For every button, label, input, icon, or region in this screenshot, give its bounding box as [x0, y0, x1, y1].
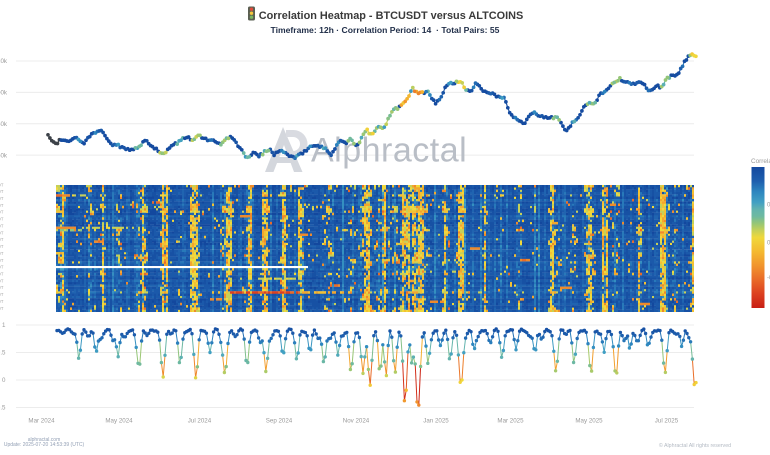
svg-text:0: 0 [2, 377, 6, 384]
svg-text:Sep 2024: Sep 2024 [266, 418, 293, 425]
svg-text:0.5: 0.5 [767, 203, 770, 209]
svg-text:Alphractal: Alphractal [311, 132, 467, 170]
svg-text:USDT: USDT [0, 182, 4, 187]
svg-text:USDT: USDT [0, 223, 4, 228]
svg-text:-0.5: -0.5 [0, 405, 6, 412]
svg-text:USDT: USDT [0, 258, 4, 263]
svg-text:0.5: 0.5 [0, 350, 6, 357]
svg-text:120k: 120k [0, 58, 8, 65]
svg-text:USDT: USDT [0, 230, 4, 235]
svg-text:0: 0 [767, 241, 770, 247]
svg-text:USDT: USDT [0, 299, 4, 304]
svg-text:USDT: USDT [0, 203, 4, 208]
svg-text:Mar 2025: Mar 2025 [497, 418, 524, 425]
svg-text:May 2025: May 2025 [575, 418, 603, 425]
svg-text:USDT: USDT [0, 251, 4, 256]
svg-text:Jan 2025: Jan 2025 [423, 418, 449, 425]
svg-text:Jul 2024: Jul 2024 [188, 418, 212, 425]
svg-text:-0.5: -0.5 [767, 276, 770, 282]
svg-text:1: 1 [2, 322, 6, 329]
svg-text:USDT: USDT [0, 244, 4, 249]
svg-text:USDT: USDT [0, 237, 4, 242]
svg-text:USDT: USDT [0, 217, 4, 222]
svg-text:60k: 60k [0, 152, 8, 159]
svg-text:USDT: USDT [0, 285, 4, 290]
svg-text:Jul 2025: Jul 2025 [655, 418, 679, 425]
svg-text:USDT: USDT [0, 196, 4, 201]
svg-text:USDT: USDT [0, 271, 4, 276]
svg-text:USDT: USDT [0, 189, 4, 194]
svg-text:May 2024: May 2024 [105, 418, 133, 425]
svg-text:Mar 2024: Mar 2024 [28, 418, 55, 425]
svg-text:USDT: USDT [0, 265, 4, 270]
svg-text:USDT: USDT [0, 292, 4, 297]
svg-text:100k: 100k [0, 90, 8, 97]
svg-text:USDT: USDT [0, 210, 4, 215]
svg-text:80k: 80k [0, 121, 8, 128]
svg-text:Correlation: Correlation [751, 158, 770, 165]
svg-text:USDT: USDT [0, 278, 4, 283]
svg-text:USDT: USDT [0, 306, 4, 311]
svg-text:Nov 2024: Nov 2024 [343, 418, 370, 425]
